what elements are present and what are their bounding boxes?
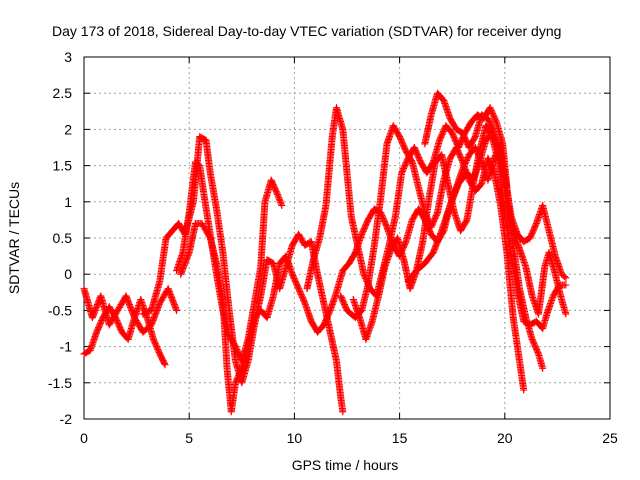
data-point (300, 298, 308, 306)
data-point (562, 274, 570, 282)
data-point (490, 128, 498, 136)
data-point (274, 192, 282, 200)
y-tick-label: 0 (64, 266, 72, 282)
x-tick-labels: 0 5 10 15 20 25 (80, 430, 618, 446)
data-points (80, 89, 570, 416)
data-point (458, 157, 466, 165)
y-axis-label: SDTVAR / TECUs (6, 182, 22, 294)
chart-title: Day 173 of 2018, Sidereal Day-to-day VTE… (52, 23, 561, 39)
y-tick-label: 1.5 (53, 158, 73, 174)
data-point (382, 222, 390, 230)
data-point (490, 167, 498, 175)
data-point (277, 200, 285, 208)
data-point (401, 239, 409, 247)
data-point (326, 308, 334, 316)
data-point (339, 408, 347, 416)
data-point (532, 221, 540, 229)
data-point (275, 194, 283, 202)
data-point (560, 273, 568, 281)
y-tick-label: 2 (64, 121, 72, 137)
y-tick-label: 0.5 (53, 230, 73, 246)
data-point (433, 210, 441, 218)
data-point (278, 201, 286, 209)
data-point (275, 195, 283, 203)
data-point (160, 359, 168, 367)
data-point (276, 197, 284, 205)
data-point (161, 361, 169, 369)
data-point (562, 281, 570, 289)
x-tick-label: 15 (392, 430, 408, 446)
y-tick-label: 3 (64, 49, 72, 65)
x-tick-label: 20 (497, 430, 513, 446)
x-tick-label: 0 (80, 430, 88, 446)
x-tick-label: 10 (287, 430, 303, 446)
data-point (273, 189, 281, 197)
data-point (407, 157, 415, 165)
y-tick-label: -1.5 (48, 375, 72, 391)
data-point (173, 306, 181, 314)
y-tick-label: 2.5 (53, 85, 73, 101)
x-tick-label: 5 (185, 430, 193, 446)
x-axis-label: GPS time / hours (292, 457, 399, 473)
y-tick-labels: -2 -1.5 -1 -0.5 0 0.5 1 1.5 2 2.5 3 (48, 49, 72, 427)
y-tick-label: 1 (64, 194, 72, 210)
y-tick-label: -2 (60, 411, 73, 427)
data-point (492, 117, 500, 125)
y-tick-label: -0.5 (48, 302, 72, 318)
data-point (274, 191, 282, 199)
y-tick-label: -1 (60, 339, 73, 355)
data-point (539, 364, 547, 372)
data-point (520, 386, 528, 394)
x-tick-label: 25 (602, 430, 618, 446)
data-point (277, 198, 285, 206)
axis-ticks (83, 56, 611, 420)
data-point (534, 348, 542, 356)
data-point (237, 366, 245, 374)
data-point (562, 310, 570, 318)
